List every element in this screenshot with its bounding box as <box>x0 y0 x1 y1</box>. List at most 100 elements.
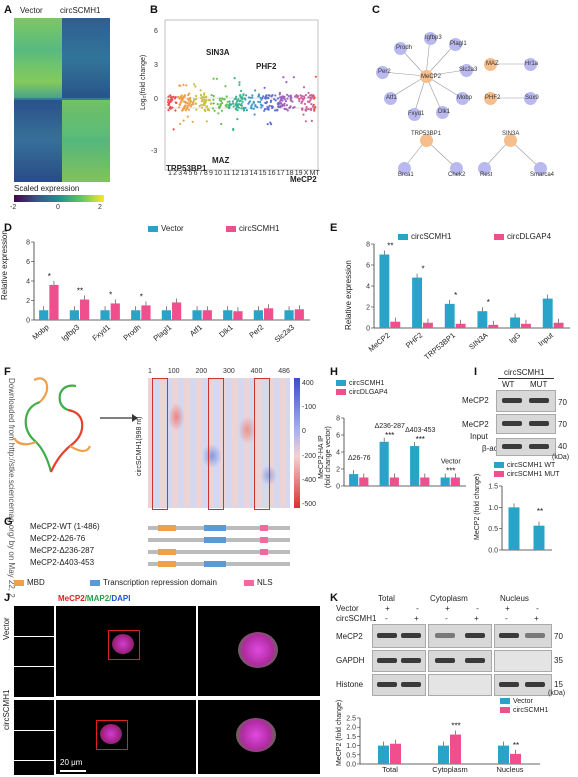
k-fraction-total: Total <box>378 594 395 603</box>
chart-d: 0 2 4 6 8 * Mobp ** Igfbp3 * Fxyd1 * Prodh Plagl1 Atf1… <box>26 240 310 344</box>
manhattan-point <box>240 102 243 105</box>
manhattan-point <box>184 104 187 107</box>
k-significance: *** <box>451 722 460 731</box>
b-xtick: 4 <box>183 170 188 177</box>
manhattan-point <box>228 100 231 103</box>
manhattan-point <box>212 102 215 105</box>
bar <box>438 745 449 764</box>
manhattan-point <box>217 112 220 115</box>
construct-d236: MeCP2-Δ236-287 <box>30 546 95 555</box>
manhattan-point <box>174 109 177 112</box>
bar <box>542 298 553 328</box>
manhattan-point <box>220 122 223 126</box>
y-tick-label: 0.0 <box>488 548 498 555</box>
manhattan-point <box>280 102 283 105</box>
manhattan-point <box>304 93 307 97</box>
b-xtick: 12 <box>231 170 240 177</box>
annot-sin3a: SIN3A <box>206 48 230 57</box>
manhattan-point <box>167 98 170 102</box>
manhattan-point <box>194 98 198 101</box>
manhattan-point <box>286 109 289 112</box>
k-blot-gapdh-nuc <box>494 650 552 672</box>
manhattan-point <box>276 97 279 100</box>
manhattan-point <box>259 96 262 99</box>
f-scale-tick: -100 <box>302 404 317 412</box>
manhattan-point <box>187 104 190 107</box>
node-brca1 <box>398 162 411 175</box>
j-vector-zoom <box>198 606 320 696</box>
panel-a-label: A <box>4 4 12 16</box>
construct-d26: MeCP2-Δ26-76 <box>30 534 86 543</box>
manhattan-point <box>243 108 246 112</box>
manhattan-point <box>309 96 312 99</box>
manhattan-point <box>238 81 241 84</box>
node-atf1 <box>384 92 397 105</box>
k-blot-gapdh-cyto <box>428 650 492 672</box>
y-tick-label: 0.5 <box>346 752 356 759</box>
manhattan-point <box>247 96 251 99</box>
manhattan-point <box>310 103 313 106</box>
annot-mecp2: MeCP2 <box>290 175 317 184</box>
i-row-mecp2-input: MeCP2 <box>462 420 489 429</box>
j-vector-blue <box>14 666 54 697</box>
manhattan-point <box>203 104 206 107</box>
manhattan-point <box>199 93 203 97</box>
b-ytick-0: 0 <box>154 96 158 103</box>
manhattan-point <box>309 99 312 102</box>
manhattan-point <box>285 104 288 107</box>
manhattan-point <box>189 97 192 100</box>
b-xticks: 1 2 3 4 5 6 7 8 9 10 11 12 13 14 15 16 1… <box>168 170 320 177</box>
k-kda-unit: (kDa) <box>548 690 566 697</box>
manhattan-point <box>260 106 263 109</box>
category-label: Mobp <box>30 323 50 342</box>
y-tick-label: 8 <box>336 416 340 423</box>
manhattan-point <box>301 100 304 103</box>
manhattan-point <box>270 123 273 126</box>
b-ytick-6: 6 <box>154 28 158 35</box>
bar <box>253 310 263 320</box>
manhattan-point <box>179 103 182 107</box>
f-top-ticks: 1 100 200 300 400 486 <box>148 368 290 375</box>
node-label: Brca1 <box>398 172 414 178</box>
node-label: Per2 <box>378 69 391 75</box>
bar <box>477 311 488 328</box>
manhattan-point <box>268 94 271 97</box>
node-label: Plagl1 <box>450 41 467 47</box>
manhattan-point <box>232 127 235 131</box>
manhattan-point <box>300 96 303 99</box>
panel-i-label: I <box>474 366 478 378</box>
node-fxyd1 <box>408 108 421 121</box>
manhattan-point <box>172 128 175 131</box>
node-dlk1 <box>436 106 449 119</box>
construct-wt: MeCP2-WT (1-486) <box>30 522 100 531</box>
b-xtick: 2 <box>173 170 178 177</box>
y-tick-label: 4 <box>26 279 30 286</box>
category-label: PHF2 <box>404 331 424 350</box>
manhattan-point <box>194 102 197 105</box>
k-row-circ: circSCMH1 <box>336 614 377 623</box>
manhattan-point <box>235 101 238 104</box>
category-label: IgG <box>507 331 522 346</box>
manhattan-point <box>241 100 244 103</box>
k-pm-circ: - + - + - + <box>385 614 539 623</box>
h-significance: *** <box>416 435 425 444</box>
manhattan-point <box>301 95 304 98</box>
manhattan-point <box>234 97 237 100</box>
manhattan-point <box>187 108 190 111</box>
manhattan-point <box>182 119 185 122</box>
manhattan-point <box>201 99 204 103</box>
d-legend-circ: circSCMH1 <box>226 224 279 233</box>
panel-f-label: F <box>4 366 11 378</box>
manhattan-point <box>248 101 251 104</box>
i-kda-70a: 70 <box>558 398 567 407</box>
bar <box>510 753 521 764</box>
k-fraction-nucleus: Nucleus <box>500 594 529 603</box>
manhattan-point <box>313 96 316 99</box>
e-ylabel: Relative expression <box>344 260 353 330</box>
b-xtick: X <box>303 170 309 177</box>
node-sin3a <box>504 134 517 147</box>
bar <box>410 446 420 486</box>
y-tick-label: 6 <box>366 263 370 270</box>
manhattan-point <box>200 103 203 106</box>
